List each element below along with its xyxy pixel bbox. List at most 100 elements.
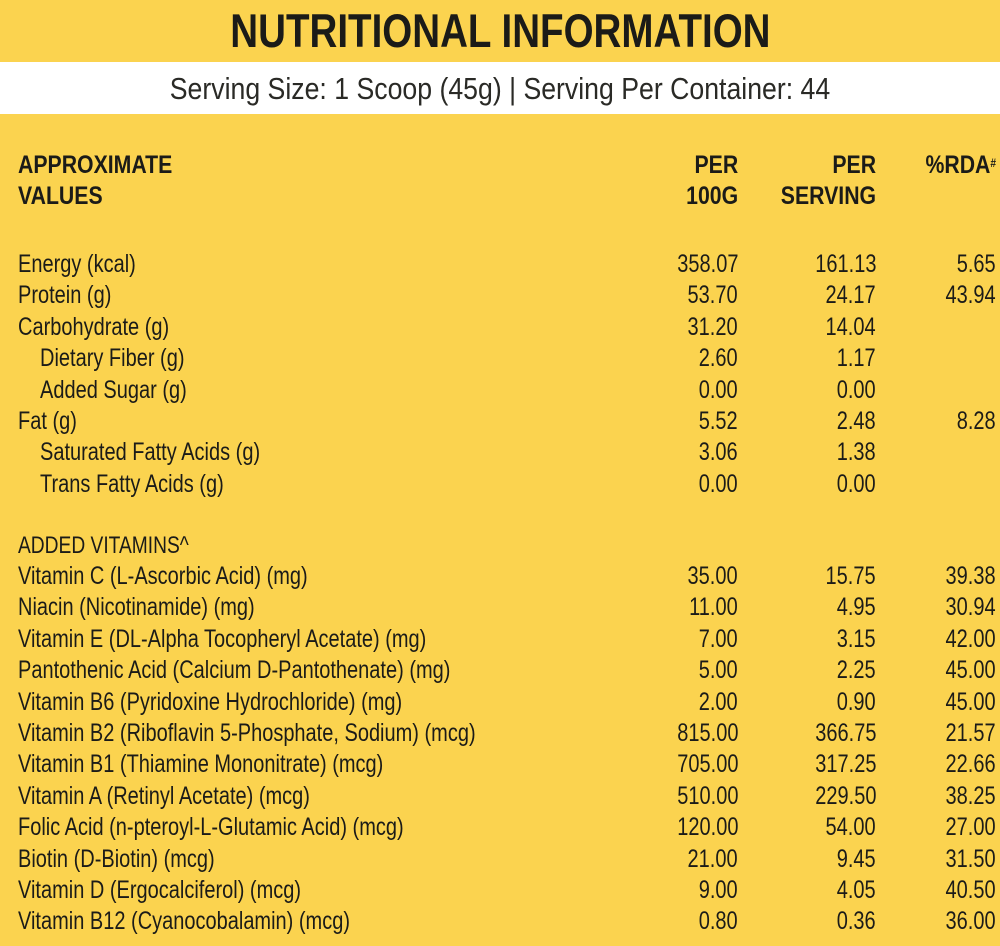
header-rda-label: %RDA [925, 151, 991, 179]
value-per-100g: 0.00 [699, 469, 738, 498]
nutrient-name: Vitamin B12 (Cyanocobalamin) (mcg) [18, 907, 350, 936]
table-row: Vitamin B1 (Thiamine Mononitrate) (mcg) 7… [0, 749, 1000, 780]
header-name-line2: VALUES [18, 182, 103, 210]
value-per-100g: 7.00 [699, 624, 738, 653]
nutrient-name: Trans Fatty Acids (g) [40, 469, 224, 498]
table-row: Vitamin B12 (Cyanocobalamin) (mcg) 0.80 0.… [0, 906, 1000, 937]
value-per-serving: 161.13 [814, 250, 876, 278]
table-row: Saturated Fatty Acids (g) 3.06 1.38 [0, 437, 1000, 468]
header-rda: %RDA# [925, 150, 996, 181]
table-row: Trans Fatty Acids (g) 0.00 0.00 [0, 469, 1000, 500]
value-per-serving: 1.38 [837, 438, 876, 467]
table-row: Vitamin C (L-Ascorbic Acid) (mg) 35.00 15.… [0, 561, 1000, 592]
value-per-serving: 2.48 [837, 406, 876, 435]
nutrient-name: Saturated Fatty Acids (g) [40, 438, 261, 467]
value-per-serving: 4.05 [837, 875, 876, 904]
nutrient-name: Biotin (D-Biotin) (mcg) [18, 844, 215, 873]
value-per-serving: 0.00 [837, 375, 876, 404]
value-rda: 21.57 [945, 718, 996, 747]
value-per-100g: 35.00 [687, 562, 738, 590]
nutrient-name: Vitamin D (Ergocalciferol) (mcg) [18, 875, 302, 904]
value-per-serving: 24.17 [825, 281, 876, 310]
header-name-line1: APPROXIMATE [18, 151, 173, 179]
header-rda-mark: # [990, 156, 996, 170]
nutrient-name: Vitamin A (Retinyl Acetate) (mcg) [18, 781, 310, 810]
value-per-serving: 229.50 [814, 781, 876, 810]
nutrient-name: Fat (g) [18, 406, 77, 435]
table-row: Energy (kcal) 358.07 161.13 5.65 [0, 249, 1000, 280]
value-per-serving: 9.45 [837, 844, 876, 873]
value-per-100g: 0.00 [699, 375, 738, 404]
nutrient-name: Vitamin B2 (Riboflavin 5-Phosphate, Sodi… [18, 718, 476, 747]
value-per-100g: 5.00 [699, 656, 738, 685]
value-rda: 31.50 [945, 844, 996, 873]
serving-info: Serving Size: 1 Scoop (45g) | Serving Pe… [169, 71, 831, 106]
nutrient-name: Vitamin B1 (Thiamine Mononitrate) (mcg) [18, 750, 384, 779]
value-rda: 5.65 [957, 250, 996, 278]
value-rda: 36.00 [945, 907, 996, 936]
value-rda: 40.50 [945, 875, 996, 904]
value-rda: 8.28 [957, 406, 996, 435]
value-per-100g: 3.06 [699, 438, 738, 467]
value-rda: 30.94 [945, 593, 996, 622]
serving-info-band: Serving Size: 1 Scoop (45g) | Serving Pe… [0, 62, 1000, 114]
value-per-100g: 9.00 [699, 875, 738, 904]
nutrient-name: Dietary Fiber (g) [40, 344, 185, 373]
table-row: Vitamin D (Ergocalciferol) (mcg) 9.00 4.05… [0, 875, 1000, 906]
header-per100-line2: 100G [686, 182, 738, 210]
nutrient-name: Vitamin B6 (Pyridoxine Hydrochloride) (m… [18, 687, 403, 716]
header-perserving-line1: PER [832, 151, 876, 179]
value-per-serving: 2.25 [837, 656, 876, 685]
value-per-serving: 0.36 [837, 907, 876, 936]
nutrient-name: Niacin (Nicotinamide) (mg) [18, 593, 255, 622]
table-row: Fat (g) 5.52 2.48 8.28 [0, 406, 1000, 437]
value-per-serving: 4.95 [837, 593, 876, 622]
vitamin-table: Vitamin C (L-Ascorbic Acid) (mg) 35.00 15.… [0, 561, 1000, 938]
added-vitamins-heading: ADDED VITAMINS^ [18, 532, 189, 559]
header-approximate-values: APPROXIMATE VALUES [18, 150, 172, 212]
table-row: Biotin (D-Biotin) (mcg) 21.00 9.45 31.50 [0, 844, 1000, 875]
value-per-100g: 5.52 [699, 406, 738, 435]
table-row: Vitamin B6 (Pyridoxine Hydrochloride) (m… [0, 687, 1000, 718]
value-per-100g: 53.70 [687, 281, 738, 310]
value-per-100g: 31.20 [687, 312, 738, 341]
value-rda: 45.00 [945, 687, 996, 716]
nutrient-name: Vitamin C (L-Ascorbic Acid) (mg) [18, 562, 308, 590]
value-per-100g: 11.00 [689, 593, 738, 622]
table-row: Vitamin E (DL-Alpha Tocopheryl Acetate) … [0, 624, 1000, 655]
value-per-100g: 2.60 [699, 344, 738, 373]
header-per-100g: PER 100G [686, 150, 738, 212]
value-rda: 22.66 [945, 750, 996, 779]
value-per-serving: 0.90 [837, 687, 876, 716]
table-row: Added Sugar (g) 0.00 0.00 [0, 375, 1000, 406]
nutrient-table: Energy (kcal) 358.07 161.13 5.65 Protein (g)… [0, 249, 1000, 500]
value-per-100g: 120.00 [676, 813, 738, 842]
value-per-100g: 21.00 [687, 844, 738, 873]
header-per-serving: PER SERVING [781, 150, 876, 212]
table-header: APPROXIMATE VALUES PER 100G PER SERVING … [0, 150, 1000, 220]
table-row: Carbohydrate (g) 31.20 14.04 [0, 312, 1000, 343]
page-title: NUTRITIONAL INFORMATION [229, 4, 771, 57]
nutrient-name: Vitamin E (DL-Alpha Tocopheryl Acetate) … [18, 624, 427, 653]
value-per-100g: 705.00 [676, 750, 738, 779]
nutrient-name: Protein (g) [18, 281, 112, 310]
table-row: Pantothenic Acid (Calcium D-Pantothenate… [0, 655, 1000, 686]
table-row: Vitamin A (Retinyl Acetate) (mcg) 510.00 2… [0, 781, 1000, 812]
value-per-serving: 3.15 [837, 624, 876, 653]
header-per100-line1: PER [694, 151, 738, 179]
nutrient-name: Pantothenic Acid (Calcium D-Pantothenate… [18, 656, 451, 685]
value-rda: 39.38 [945, 562, 996, 590]
value-rda: 45.00 [945, 656, 996, 685]
table-row: Dietary Fiber (g) 2.60 1.17 [0, 343, 1000, 374]
value-rda: 38.25 [945, 781, 996, 810]
value-per-100g: 815.00 [676, 718, 738, 747]
nutrient-name: Energy (kcal) [18, 250, 136, 278]
value-per-100g: 358.07 [676, 250, 738, 278]
table-row: Protein (g) 53.70 24.17 43.94 [0, 280, 1000, 311]
title-bar: NUTRITIONAL INFORMATION [0, 0, 1000, 60]
value-per-serving: 54.00 [825, 813, 876, 842]
value-rda: 43.94 [945, 281, 996, 310]
value-per-serving: 15.75 [825, 562, 876, 590]
nutrient-name: Carbohydrate (g) [18, 312, 170, 341]
table-row: Vitamin B2 (Riboflavin 5-Phosphate, Sodi… [0, 718, 1000, 749]
